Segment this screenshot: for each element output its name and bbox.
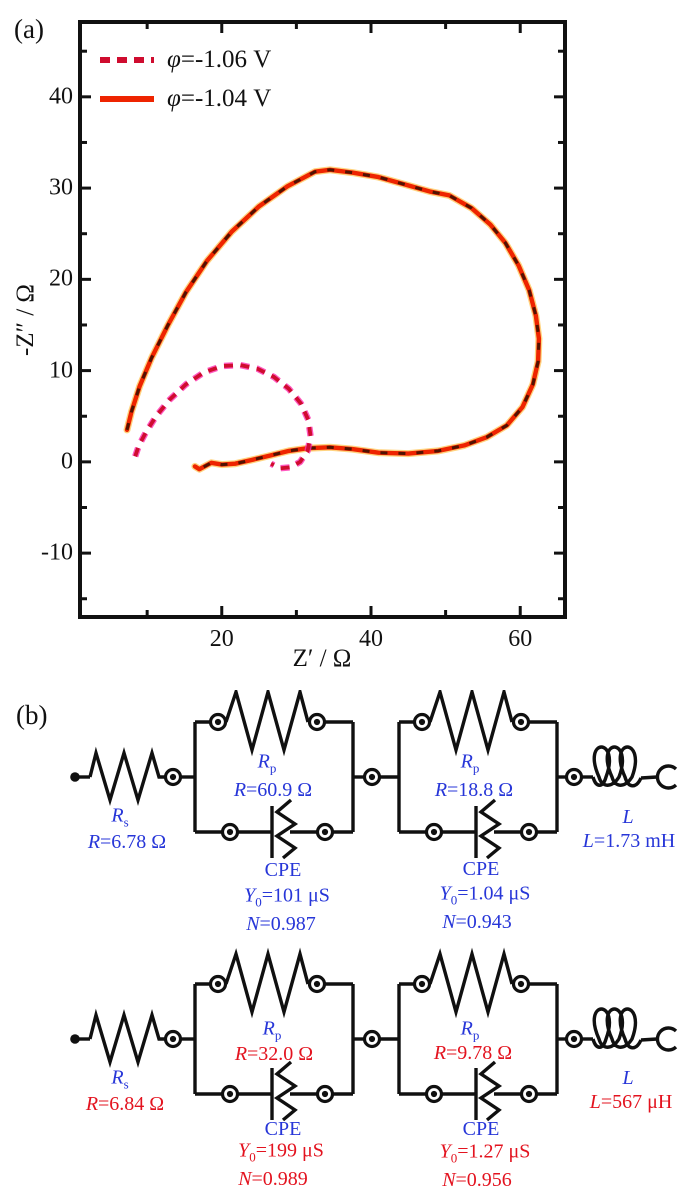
y-tick-label: 10: [49, 357, 73, 384]
series-1.06V-overlap-dashes: [125, 168, 541, 471]
legend-item-dashed: φ=-1.06 V: [100, 40, 271, 79]
cpe2-label: CPE: [462, 1118, 500, 1140]
series-1.06V-dashed: [133, 363, 313, 471]
rs-value: R=6.78 Ω: [87, 831, 167, 853]
y-tick-label: -10: [41, 539, 73, 566]
nyquist-plot: [78, 20, 567, 619]
legend-line-dashed-swatch: [100, 56, 154, 63]
rp2-symbol: Rp: [460, 750, 480, 776]
rs-symbol: Rs: [111, 804, 129, 830]
cpe2-n-value: N=0.956: [442, 1169, 512, 1191]
terminal-dot-icon: [70, 1034, 80, 1044]
rp1-symbol: Rp: [257, 750, 277, 776]
l-value: L=567 μH: [589, 1091, 673, 1113]
rp1-value: R=32.0 Ω: [234, 1043, 314, 1065]
y-tick-label: 40: [49, 83, 73, 110]
plot-legend: φ=-1.06 V φ=-1.04 V: [100, 40, 271, 118]
cpe2-y0-value: Y0=1.27 μS: [439, 1140, 531, 1166]
l-value: L=1.73 mH: [582, 830, 676, 852]
plot-frame: [78, 20, 567, 619]
x-tick-label: 20: [209, 626, 234, 652]
cpe1-n-value: N=0.987: [246, 913, 316, 935]
rp1-value: R=60.9 Ω: [233, 779, 313, 801]
equivalent-circuits: [70, 690, 678, 1122]
x-tick-label: 40: [359, 626, 383, 652]
legend-label: φ=-1.06 V: [167, 45, 272, 73]
y-axis-label: -Z″ / Ω: [12, 283, 39, 357]
y-tick-label: 30: [49, 174, 73, 201]
panel-a-label: (a): [14, 14, 44, 44]
l-symbol: L: [622, 806, 634, 828]
x-tick-label: 60: [508, 626, 533, 652]
legend-label: φ=-1.04 V: [167, 84, 272, 112]
rs-symbol: Rs: [111, 1066, 129, 1092]
cpe2-label: CPE: [462, 858, 500, 880]
terminal-dot-icon: [70, 772, 80, 782]
inductor-coil-icon: [591, 1007, 643, 1050]
rs-value: R=6.84 Ω: [85, 1093, 165, 1115]
cpe1-label: CPE: [264, 859, 302, 881]
rp2-value: R=18.8 Ω: [434, 779, 514, 801]
cpe1-label: CPE: [264, 1118, 302, 1140]
cpe2-n-value: N=0.943: [442, 911, 512, 933]
x-axis-label: Z′ / Ω: [292, 645, 352, 672]
inductor-coil-icon: [591, 745, 643, 788]
legend-line-solid-swatch: [100, 95, 154, 102]
rp2-value: R=9.78 Ω: [433, 1042, 513, 1064]
cpe1-y0-value: Y0=101 μS: [244, 884, 330, 910]
open-terminal-icon: [655, 1026, 678, 1052]
y-tick-label: 20: [49, 265, 73, 292]
cpe2-y0-value: Y0=1.04 μS: [439, 882, 531, 908]
cpe1-n-value: N=0.989: [238, 1168, 308, 1190]
cpe1-y0-value: Y0=199 μS: [238, 1139, 324, 1165]
panel-b-label: (b): [16, 700, 48, 730]
open-terminal-icon: [655, 764, 678, 790]
series-1.04V-solid: [124, 167, 542, 472]
rp1-symbol: Rp: [262, 1017, 282, 1043]
rp2-symbol: Rp: [460, 1017, 480, 1043]
y-tick-label: 0: [61, 448, 73, 475]
l-symbol: L: [622, 1067, 634, 1089]
legend-item-solid: φ=-1.04 V: [100, 79, 271, 118]
